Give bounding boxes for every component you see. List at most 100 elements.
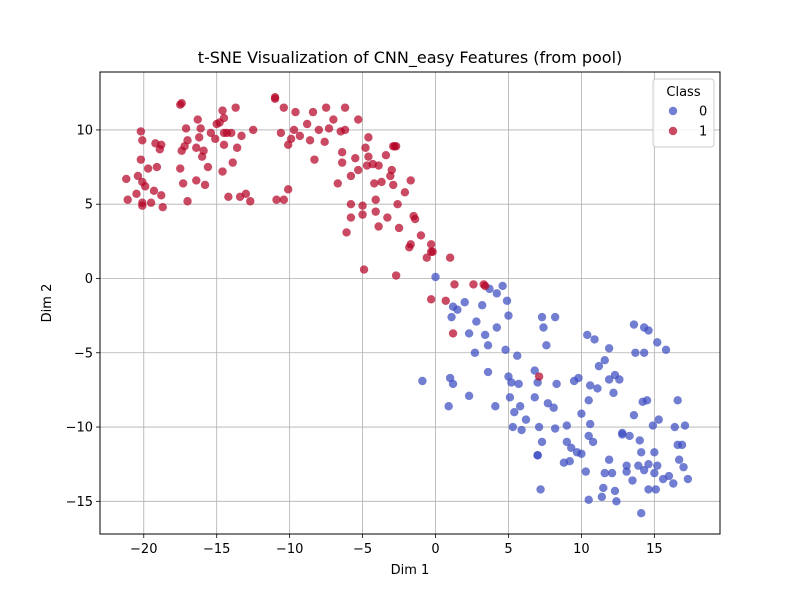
data-point-class-1 [177,98,186,108]
data-point-class-1 [228,158,237,167]
data-point-class-1 [314,125,324,135]
data-point-class-1 [141,182,150,191]
data-point-class-1 [337,148,347,157]
data-point-class-0 [505,393,515,402]
data-point-class-0 [508,422,518,432]
data-point-class-1 [371,207,380,216]
data-point-class-1 [279,195,289,204]
data-point-class-0 [492,289,501,298]
data-point-class-0 [590,335,599,344]
data-point-class-0 [480,330,490,340]
x-tick-label: 10 [573,542,590,557]
data-point-class-1 [192,176,201,185]
data-point-class-1 [219,113,229,123]
data-point-class-1 [358,210,367,219]
data-point-class-1 [123,195,132,204]
data-point-class-0 [501,345,510,354]
data-point-class-1 [231,103,240,112]
data-point-class-1 [329,115,338,124]
axis-ticks: −20 −15 −10 −5 0 5 10 15 −15 −10 −5 0 5 10 [66,123,663,557]
y-axis-label: Dim 2 [40,284,55,323]
data-point-class-0 [583,330,592,340]
data-point-class-0 [615,375,624,384]
data-point-class-0 [492,323,501,332]
y-tick-label: 0 [85,272,93,287]
data-point-class-1 [389,142,398,151]
data-point-class-0 [418,376,427,386]
data-point-class-0 [472,317,481,326]
data-point-class-0 [530,366,539,375]
data-point-class-1 [138,201,147,210]
data-point-class-0 [470,348,480,357]
data-point-class-1 [149,186,159,196]
data-point-class-1 [381,150,391,160]
data-point-class-1 [389,180,398,190]
data-point-class-0 [562,437,572,447]
data-point-class-0 [661,345,671,354]
data-point-class-0 [533,451,542,460]
data-point-class-1 [193,115,202,124]
data-point-class-0 [584,431,593,441]
data-point-class-0 [504,311,513,320]
data-point-class-1 [450,280,459,289]
data-point-class-0 [447,312,456,322]
legend-label-class-0: 0 [699,105,707,120]
data-point-class-1 [361,143,370,152]
data-point-class-0 [625,431,634,441]
y-tick-label: 10 [76,123,93,138]
data-point-class-1 [218,167,227,176]
data-point-class-0 [464,329,474,338]
data-point-class-0 [478,301,487,310]
data-point-class-1 [192,143,201,152]
legend: Class 01 [652,78,715,148]
data-point-class-0 [498,281,507,291]
data-point-class-1 [122,174,131,184]
data-point-class-0 [628,476,637,485]
data-point-class-0 [622,467,631,476]
data-point-class-0 [483,367,493,377]
data-point-class-1 [241,189,251,199]
data-point-class-0 [491,402,500,411]
data-point-class-0 [521,415,531,424]
data-point-class-1 [371,195,380,204]
data-point-class-1 [354,165,363,175]
data-point-class-0 [670,422,679,432]
data-point-class-0 [644,459,653,469]
data-point-class-0 [530,393,539,402]
data-point-class-0 [639,348,649,357]
data-point-class-1 [534,372,544,381]
data-point-class-1 [308,107,318,117]
data-point-class-1 [346,200,356,209]
data-point-class-0 [629,320,639,329]
data-point-class-0 [593,384,602,393]
data-point-class-0 [562,421,572,430]
data-point-class-1 [181,124,191,133]
data-point-class-1 [196,124,205,133]
data-point-class-0 [679,462,688,472]
legend-title: Class [666,85,700,100]
data-point-class-0 [483,341,493,350]
data-point-class-1 [157,191,166,200]
data-point-class-1 [445,253,455,262]
data-point-class-1 [195,133,204,142]
data-point-class-1 [305,136,315,145]
data-point-class-0 [612,497,621,506]
data-point-class-1 [370,179,379,188]
data-point-class-0 [464,391,474,401]
data-point-class-1 [133,171,143,181]
data-point-class-1 [340,103,350,112]
data-point-class-0 [644,326,653,335]
data-point-class-1 [270,94,280,103]
data-point-class-1 [295,131,305,141]
data-point-class-0 [639,465,649,475]
y-tick-label: 5 [85,198,93,213]
data-point-class-1 [283,185,293,194]
x-tick-label: −15 [203,542,230,557]
data-point-class-1 [310,155,319,164]
x-tick-label: −10 [276,542,303,557]
data-point-class-1 [302,119,312,129]
data-point-class-1 [383,213,392,222]
data-point-class-1 [219,128,229,138]
data-point-class-0 [574,373,583,383]
